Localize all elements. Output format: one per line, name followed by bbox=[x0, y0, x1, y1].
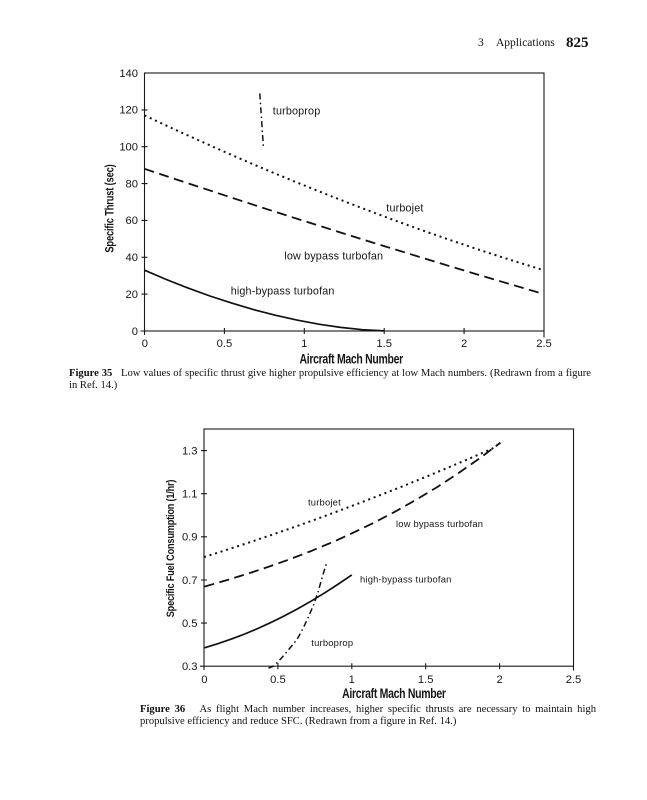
svg-text:2: 2 bbox=[461, 338, 467, 350]
svg-text:2: 2 bbox=[496, 674, 502, 686]
svg-text:0.9: 0.9 bbox=[182, 532, 198, 544]
svg-text:1.5: 1.5 bbox=[376, 338, 392, 350]
svg-text:0.5: 0.5 bbox=[182, 618, 198, 630]
svg-text:turboprop: turboprop bbox=[273, 105, 321, 117]
svg-text:2.5: 2.5 bbox=[566, 674, 582, 686]
svg-text:100: 100 bbox=[119, 142, 138, 154]
svg-text:0.5: 0.5 bbox=[270, 674, 286, 686]
svg-text:low bypass turbofan: low bypass turbofan bbox=[284, 250, 383, 262]
svg-text:high-bypass turbofan: high-bypass turbofan bbox=[360, 573, 452, 584]
svg-text:Aircraft Mach Number: Aircraft Mach Number bbox=[342, 685, 446, 701]
svg-text:120: 120 bbox=[119, 105, 138, 117]
svg-text:80: 80 bbox=[126, 178, 138, 190]
svg-text:0.7: 0.7 bbox=[182, 575, 198, 587]
svg-text:0: 0 bbox=[201, 674, 207, 686]
svg-text:40: 40 bbox=[126, 252, 138, 264]
svg-text:0.3: 0.3 bbox=[182, 661, 198, 673]
svg-text:2.5: 2.5 bbox=[536, 338, 552, 350]
svg-text:1: 1 bbox=[301, 338, 307, 350]
svg-text:140: 140 bbox=[119, 68, 138, 80]
svg-text:low bypass turbofan: low bypass turbofan bbox=[396, 518, 483, 529]
svg-text:Specific Thrust (sec): Specific Thrust (sec) bbox=[104, 164, 117, 252]
svg-text:turboprop: turboprop bbox=[311, 637, 353, 648]
svg-text:0: 0 bbox=[132, 326, 138, 338]
svg-text:turbojet: turbojet bbox=[386, 203, 423, 215]
svg-text:1.5: 1.5 bbox=[418, 674, 434, 686]
svg-text:1.1: 1.1 bbox=[182, 489, 198, 501]
svg-text:0: 0 bbox=[142, 338, 148, 350]
svg-text:Aircraft Mach Number: Aircraft Mach Number bbox=[299, 351, 403, 367]
svg-text:1.3: 1.3 bbox=[182, 445, 198, 457]
svg-text:20: 20 bbox=[126, 289, 138, 301]
svg-text:0.5: 0.5 bbox=[217, 338, 233, 350]
svg-text:high-bypass turbofan: high-bypass turbofan bbox=[231, 285, 335, 297]
svg-text:turbojet: turbojet bbox=[308, 497, 341, 508]
svg-text:60: 60 bbox=[126, 215, 138, 227]
svg-text:Specific Fuel Consumption (1/h: Specific Fuel Consumption (1/hr) bbox=[165, 480, 177, 618]
svg-text:1: 1 bbox=[349, 674, 355, 686]
